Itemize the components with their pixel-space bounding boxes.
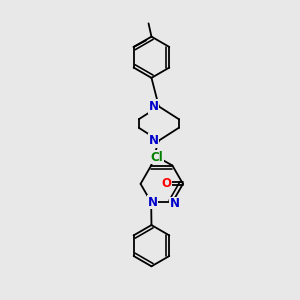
Bar <box>153 154 161 160</box>
Text: N: N <box>170 197 180 210</box>
Text: N: N <box>148 196 158 209</box>
Bar <box>150 137 157 144</box>
Bar <box>149 198 156 205</box>
Bar <box>164 181 170 187</box>
Bar <box>172 200 178 207</box>
Bar <box>150 103 157 110</box>
Text: N: N <box>148 100 158 113</box>
Text: N: N <box>148 134 158 147</box>
Text: Cl: Cl <box>151 151 164 164</box>
Text: O: O <box>162 177 172 190</box>
